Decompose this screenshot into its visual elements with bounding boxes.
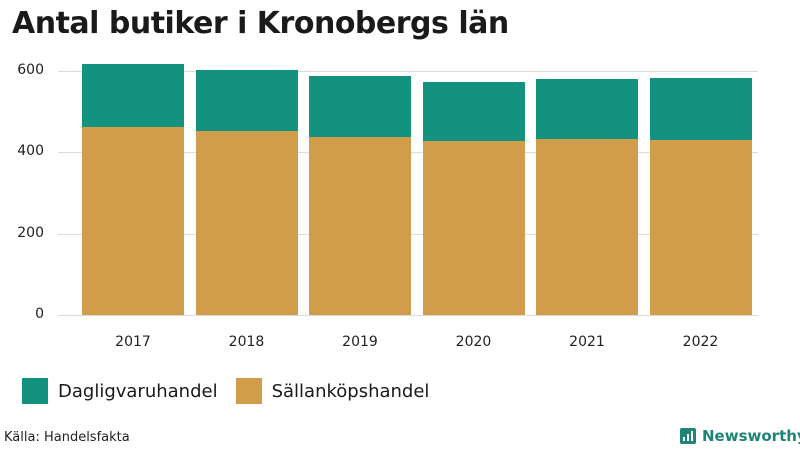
- chart-plot-area: 0 200 400 600 2017 2018 2019 2020 2021 2022: [17, 62, 758, 350]
- chart-title: Antal butiker i Kronobergs län: [12, 6, 509, 41]
- bar-segment-dagligvaruhandel[interactable]: [422, 81, 525, 142]
- bar-2018[interactable]: [195, 70, 298, 315]
- gridline: [58, 71, 758, 72]
- x-tick-label: 2020: [455, 334, 492, 350]
- bar-segment-sällanköpshandel[interactable]: [422, 141, 525, 315]
- y-tick-label: 400: [17, 143, 44, 159]
- y-tick-label: 600: [17, 62, 44, 78]
- bar-segment-dagligvaruhandel[interactable]: [82, 63, 184, 127]
- x-tick-label: 2018: [228, 334, 265, 350]
- legend-label: Dagligvaruhandel: [58, 380, 218, 402]
- bar-2017[interactable]: [82, 63, 184, 315]
- legend-swatch: [235, 378, 262, 404]
- bar-segment-sällanköpshandel[interactable]: [82, 126, 184, 315]
- legend-swatch: [22, 378, 48, 404]
- bar-segment-dagligvaruhandel[interactable]: [309, 76, 411, 137]
- bar-segment-sällanköpshandel[interactable]: [536, 139, 638, 315]
- y-tick-label: 200: [17, 225, 44, 241]
- x-tick-label: 2022: [682, 334, 719, 350]
- newsworthy-logo-icon: [680, 428, 696, 444]
- x-tick-label: 2021: [569, 334, 605, 350]
- bar-segment-sällanköpshandel[interactable]: [309, 136, 411, 315]
- bar-2020[interactable]: [422, 81, 525, 315]
- brand-logo: Newsworthy: [680, 427, 800, 445]
- x-tick-label: 2019: [342, 334, 378, 350]
- y-tick-label: 0: [35, 306, 44, 322]
- bar-segment-dagligvaruhandel[interactable]: [195, 70, 298, 132]
- bar-segment-dagligvaruhandel[interactable]: [536, 79, 638, 140]
- bar-2022[interactable]: [649, 78, 752, 315]
- source-note: Källa: Handelsfakta: [4, 430, 130, 445]
- x-tick-label: 2017: [115, 334, 151, 350]
- gridline: [58, 315, 758, 316]
- bar-segment-sällanköpshandel[interactable]: [195, 131, 298, 315]
- brand-name: Newsworthy: [702, 427, 800, 445]
- chart-legend: Dagligvaruhandel Sällanköpshandel: [22, 378, 447, 404]
- bar-2021[interactable]: [536, 79, 638, 315]
- legend-item: Dagligvaruhandel: [22, 378, 218, 404]
- bar-segment-sällanköpshandel[interactable]: [649, 140, 752, 315]
- bar-segment-dagligvaruhandel[interactable]: [649, 78, 752, 141]
- legend-label: Sällanköpshandel: [271, 380, 430, 402]
- bar-2019[interactable]: [309, 76, 411, 315]
- legend-item: Sällanköpshandel: [235, 378, 430, 404]
